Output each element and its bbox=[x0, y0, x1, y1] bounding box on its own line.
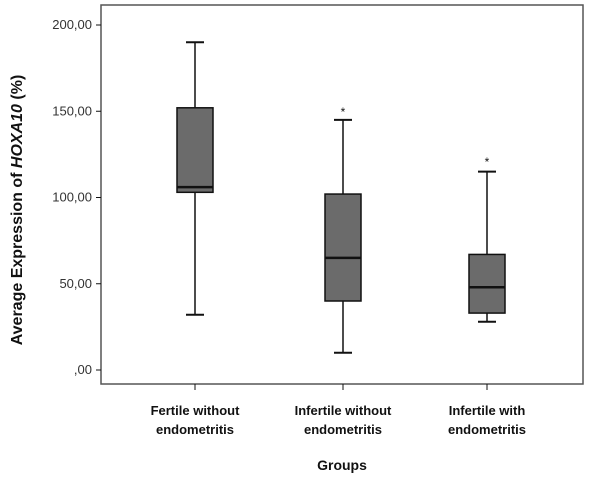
outlier-marker: * bbox=[341, 105, 346, 119]
x-category-label: Fertile without endometritis bbox=[151, 403, 241, 437]
iqr-box bbox=[176, 107, 214, 194]
x-category-label-line: endometritis bbox=[304, 422, 382, 437]
x-category-label: Infertile without endometritis bbox=[295, 403, 392, 437]
x-category-label-line: Infertile without bbox=[295, 403, 392, 418]
y-tick-label: ,00 bbox=[74, 362, 92, 377]
x-category-label-line: Fertile without bbox=[151, 403, 241, 418]
x-category-label: Infertile with endometritis bbox=[448, 403, 526, 437]
x-category-label-line: endometritis bbox=[448, 422, 526, 437]
outlier-marker: * bbox=[485, 155, 490, 169]
y-tick-label: 50,00 bbox=[59, 276, 92, 291]
y-axis-title: Average Expression of HOXA10 (%) bbox=[9, 75, 26, 346]
x-category-label-line: Infertile with bbox=[449, 403, 526, 418]
y-tick-label: 100,00 bbox=[52, 190, 92, 205]
y-tick-label: 150,00 bbox=[52, 103, 92, 118]
iqr-box bbox=[324, 193, 362, 302]
iqr-box bbox=[468, 253, 506, 314]
plot-frame bbox=[100, 4, 584, 385]
x-category-label-line: endometritis bbox=[156, 422, 234, 437]
x-axis-title: Groups bbox=[317, 457, 367, 473]
y-tick-label: 200,00 bbox=[52, 17, 92, 32]
